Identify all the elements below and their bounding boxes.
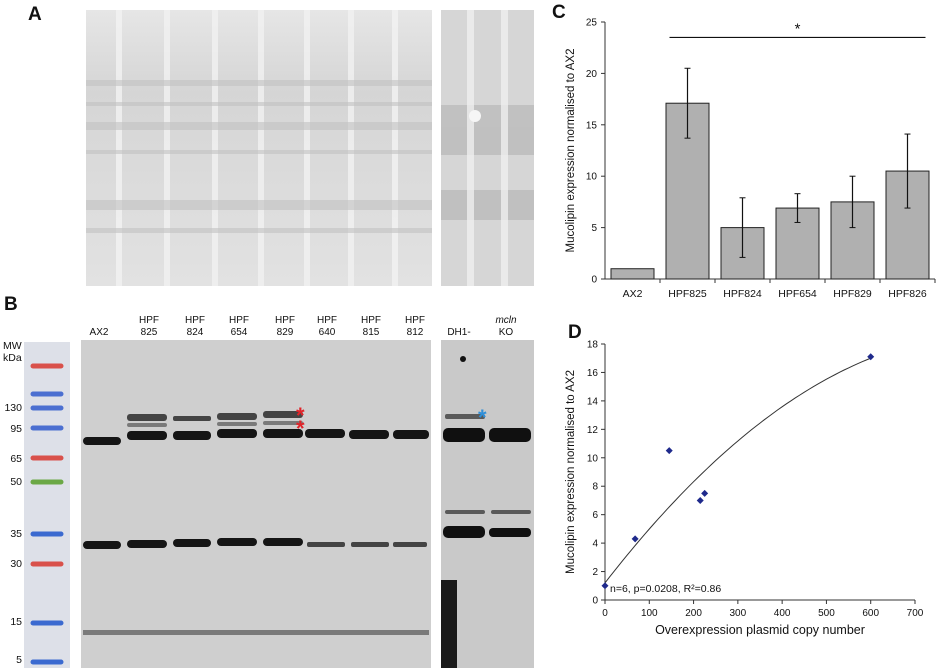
lane-label-line1: HPF bbox=[229, 315, 249, 326]
y-tick-label: 6 bbox=[592, 510, 598, 521]
y-tick-label: 4 bbox=[592, 539, 598, 550]
y-tick-label: 15 bbox=[586, 120, 598, 131]
x-tick-label: 0 bbox=[602, 608, 608, 619]
data-point bbox=[601, 582, 609, 590]
x-tick-label-HPF829: HPF829 bbox=[833, 288, 872, 300]
protein-ladder bbox=[24, 342, 70, 668]
trendline bbox=[604, 357, 871, 584]
x-tick-label-HPF826: HPF826 bbox=[888, 288, 927, 300]
lane-label-7: HPF 812 bbox=[398, 315, 432, 339]
lane-label-3: HPF 654 bbox=[222, 315, 256, 339]
bar-chart-mucolipin: 0 5 10 15 20 25 AX2 HPF825 HPF824 HPF654 HPF829 HPF… bbox=[565, 18, 936, 300]
significance-star: * bbox=[795, 20, 801, 37]
panel-a-letter: A bbox=[28, 4, 42, 25]
lane-label-line2: AX2 bbox=[89, 327, 109, 338]
y-tick-label: 10 bbox=[586, 172, 598, 183]
x-tick-label: 400 bbox=[774, 608, 791, 619]
lane-label-line1 bbox=[82, 315, 116, 327]
y-tick-label: 5 bbox=[591, 223, 597, 234]
data-point bbox=[701, 489, 709, 497]
lane-label-6: HPF 815 bbox=[354, 315, 388, 339]
x-axis-label: Overexpression plasmid copy number bbox=[655, 623, 865, 637]
lane-label-line2: 829 bbox=[276, 327, 294, 338]
western-blot-right bbox=[441, 340, 534, 668]
y-tick-label: 16 bbox=[587, 368, 599, 379]
mw-marker-95: 95 bbox=[10, 423, 22, 435]
data-point bbox=[867, 353, 875, 361]
data-point bbox=[665, 447, 673, 455]
red-asterisk-lower: * bbox=[296, 416, 305, 441]
x-tick-label: 700 bbox=[907, 608, 924, 619]
mw-axis-title: MW kDa bbox=[3, 340, 22, 364]
lane-label-5: HPF 640 bbox=[310, 315, 344, 339]
lane-label-line2: 654 bbox=[230, 327, 248, 338]
lane-label-line1: HPF bbox=[139, 315, 159, 326]
mw-marker-130: 130 bbox=[4, 402, 22, 414]
panel-a-stain-image-left bbox=[86, 10, 432, 286]
lane-label-0: AX2 bbox=[82, 315, 116, 339]
mw-title: MW bbox=[3, 340, 22, 352]
y-tick-label: 2 bbox=[592, 567, 598, 578]
red-asterisk-upper: * bbox=[296, 403, 305, 428]
lane-label-r1: mcln KO bbox=[489, 315, 523, 339]
panel-c-letter: C bbox=[552, 2, 566, 23]
x-tick-label-HPF824: HPF824 bbox=[723, 288, 762, 300]
lane-label-line1: HPF bbox=[275, 315, 295, 326]
y-tick-label: 0 bbox=[592, 596, 598, 607]
bar-HPF826 bbox=[885, 170, 930, 280]
y-tick-label: 10 bbox=[587, 453, 599, 464]
mw-marker-15: 15 bbox=[10, 616, 22, 628]
lane-label-1: HPF 825 bbox=[132, 315, 166, 339]
lane-label-line1 bbox=[442, 315, 476, 327]
mw-marker-30: 30 bbox=[10, 558, 22, 570]
x-tick-label: 200 bbox=[685, 608, 702, 619]
lane-label-line1: HPF bbox=[405, 315, 425, 326]
y-tick-label: 12 bbox=[587, 425, 599, 436]
lane-label-line1: mcln bbox=[495, 315, 517, 326]
lane-label-line2: 812 bbox=[406, 327, 424, 338]
panel-d-letter: D bbox=[568, 322, 582, 343]
x-tick-label: 100 bbox=[641, 608, 658, 619]
lane-label-line2: 815 bbox=[362, 327, 380, 338]
mw-marker-35: 35 bbox=[10, 528, 22, 540]
stats-annotation: n=6, p=0.0208, R²=0.86 bbox=[610, 583, 721, 595]
mw-unit: kDa bbox=[3, 352, 22, 364]
lane-label-line1: HPF bbox=[317, 315, 337, 326]
lane-label-line2: KO bbox=[498, 327, 514, 338]
mw-marker-50: 50 bbox=[10, 476, 22, 488]
x-tick-label-HPF654: HPF654 bbox=[778, 288, 817, 300]
lane-label-line2: 825 bbox=[140, 327, 158, 338]
x-tick-label-AX2: AX2 bbox=[623, 288, 643, 300]
lane-label-4: HPF 829 bbox=[268, 315, 302, 339]
y-tick-label: 0 bbox=[591, 275, 597, 286]
scatter-chart-copy-number: 0 2 4 6 8 10 12 14 16 18 0 100 200 300 400 500 600 700 n=6… bbox=[565, 340, 924, 638]
lane-label-line2: 824 bbox=[186, 327, 204, 338]
lane-label-line1: HPF bbox=[185, 315, 205, 326]
y-tick-label: 14 bbox=[587, 396, 599, 407]
mw-marker-65: 65 bbox=[10, 453, 22, 465]
y-axis-label: Mucolipin expression normalised to AX2 bbox=[565, 49, 577, 253]
data-point bbox=[631, 535, 639, 543]
panel-b-letter: B bbox=[4, 294, 18, 315]
data-point bbox=[696, 496, 704, 504]
panel-a-stain-image-right bbox=[441, 10, 534, 286]
x-tick-label-HPF825: HPF825 bbox=[668, 288, 707, 300]
lane-label-2: HPF 824 bbox=[178, 315, 212, 339]
x-tick-label: 600 bbox=[862, 608, 879, 619]
y-axis-label: Mucolipin expression normalised to AX2 bbox=[565, 370, 577, 574]
y-tick-label: 20 bbox=[586, 69, 598, 80]
y-tick-label: 18 bbox=[587, 340, 599, 351]
lane-label-line1: HPF bbox=[361, 315, 381, 326]
y-tick-label: 8 bbox=[592, 482, 598, 493]
x-tick-label: 500 bbox=[818, 608, 835, 619]
western-blot-left bbox=[81, 340, 431, 668]
bar-AX2 bbox=[610, 268, 655, 280]
lane-label-line2: 640 bbox=[318, 327, 336, 338]
blue-asterisk: * bbox=[478, 405, 487, 430]
x-tick-label: 300 bbox=[730, 608, 747, 619]
mw-marker-5: 5 bbox=[16, 654, 22, 666]
y-tick-label: 25 bbox=[586, 18, 598, 29]
